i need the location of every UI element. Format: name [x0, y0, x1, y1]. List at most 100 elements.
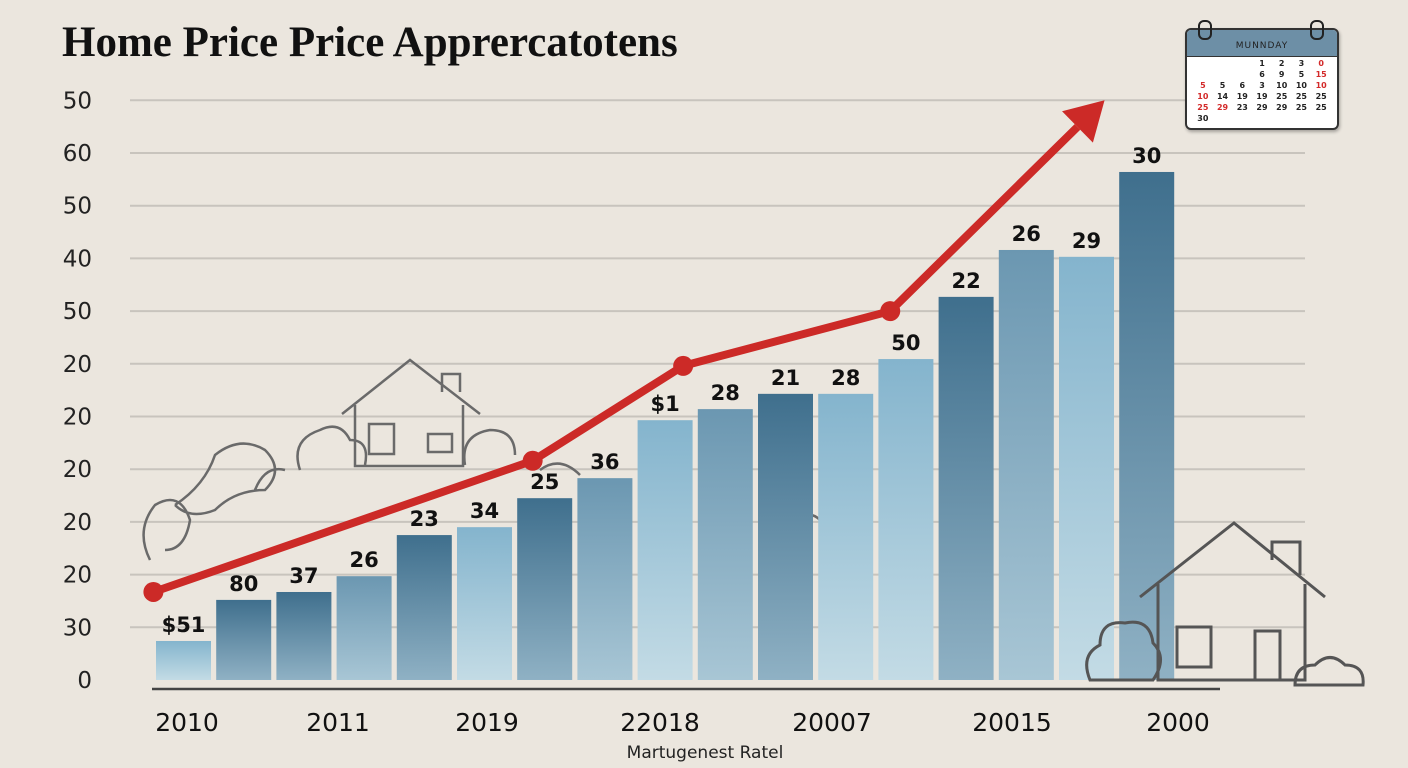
calendar-day: 19 — [1256, 92, 1268, 101]
y-tick-label: 20 — [63, 563, 92, 589]
y-tick-label: 20 — [63, 457, 92, 483]
bar — [156, 641, 211, 680]
calendar-day: 9 — [1278, 70, 1285, 79]
trend-point — [673, 355, 694, 376]
data-label: 26 — [1012, 222, 1041, 246]
calendar-day: 15 — [1315, 70, 1327, 79]
calendar-day: 1 — [1259, 59, 1265, 68]
calendar-day — [1232, 70, 1252, 79]
calendar-day: 19 — [1236, 92, 1248, 101]
data-label: 34 — [470, 499, 499, 523]
data-label: 80 — [229, 572, 258, 596]
data-label: 30 — [1132, 144, 1161, 168]
y-tick-label: 50 — [63, 88, 92, 114]
bar — [697, 409, 753, 680]
calendar-day: 30 — [1197, 114, 1209, 123]
calendar-day: 29 — [1276, 103, 1288, 112]
calendar-day — [1193, 59, 1213, 68]
trend-point — [880, 301, 901, 322]
trend-point — [143, 581, 164, 602]
calendar-day: 5 — [1219, 81, 1226, 90]
calendar-day: 25 — [1276, 92, 1288, 101]
calendar-day: 10 — [1315, 81, 1327, 90]
data-label: 50 — [891, 331, 920, 355]
calendar-day — [1213, 114, 1233, 123]
calendar-day: 3 — [1298, 59, 1305, 68]
x-axis-title: Martugenest Ratel — [627, 743, 784, 763]
calendar-day: 6 — [1239, 81, 1246, 90]
calendar-day: 3 — [1259, 81, 1265, 90]
calendar-icon: MUNNDAY 1 2 3 0 6 9 5 15 5 5 6 3 10 10 10 10 14 19 19 25 25 2… — [1185, 28, 1339, 130]
x-tick-label: 2019 — [455, 708, 519, 737]
x-tick-label: 2010 — [155, 708, 219, 737]
calendar-day: 10 — [1197, 92, 1209, 101]
y-tick-label: 30 — [63, 615, 92, 641]
x-tick-label: 2011 — [306, 708, 370, 737]
bar — [998, 249, 1054, 680]
data-label: 29 — [1072, 229, 1101, 253]
x-tick-label: 20015 — [972, 708, 1052, 737]
data-label: $1 — [650, 392, 679, 416]
calendar-day: 10 — [1276, 81, 1288, 90]
calendar-day: 5 — [1298, 70, 1305, 79]
calendar-day: 29 — [1216, 103, 1229, 112]
data-label: 25 — [530, 470, 559, 494]
data-label: 21 — [771, 366, 800, 390]
calendar-day: 23 — [1236, 103, 1248, 112]
bar — [1119, 171, 1175, 681]
y-tick-label: 20 — [63, 510, 92, 536]
bar — [637, 420, 693, 680]
bar — [938, 296, 994, 680]
data-label: 37 — [289, 564, 318, 588]
y-tick-label: 40 — [63, 246, 92, 272]
bar — [878, 359, 934, 680]
calendar-day: 0 — [1318, 59, 1324, 68]
chart-title: Home Price Price Apprercatotens — [62, 19, 678, 66]
y-tick-label: 50 — [63, 299, 92, 325]
calendar-day — [1193, 70, 1213, 79]
data-label: 28 — [711, 381, 740, 405]
calendar-day — [1232, 114, 1252, 123]
data-label: 26 — [349, 548, 378, 572]
bar — [1059, 256, 1114, 680]
data-label: 22 — [951, 269, 980, 293]
calendar-ring-icon — [1198, 20, 1212, 40]
bar — [396, 535, 452, 680]
y-tick-label: 50 — [63, 194, 92, 220]
house-icon — [1085, 521, 1365, 687]
bar — [517, 498, 573, 680]
data-label: $51 — [162, 613, 206, 637]
calendar-day: 25 — [1295, 103, 1307, 112]
calendar-day: 25 — [1295, 92, 1307, 101]
calendar-day: 5 — [1200, 81, 1206, 90]
data-label: 36 — [590, 450, 619, 474]
x-tick-label: 22018 — [620, 708, 700, 737]
bar — [577, 478, 633, 680]
calendar-day — [1232, 59, 1252, 68]
calendar-day: 25 — [1197, 103, 1209, 112]
x-tick-label: 20007 — [792, 708, 872, 737]
bar — [276, 591, 332, 680]
y-tick-label: 20 — [63, 405, 92, 431]
data-label: 28 — [831, 366, 860, 390]
data-label: 23 — [410, 507, 439, 531]
trend-arrowhead-icon — [1062, 100, 1105, 143]
calendar-day — [1213, 70, 1233, 79]
bar — [336, 576, 392, 680]
bar — [758, 393, 813, 680]
bar — [457, 527, 512, 680]
calendar-day: 2 — [1278, 59, 1285, 68]
calendar-ring-icon — [1310, 20, 1324, 40]
calendar-day: 29 — [1256, 103, 1268, 112]
bar — [216, 599, 272, 680]
calendar-day: 14 — [1216, 92, 1229, 101]
bar — [818, 393, 874, 680]
calendar-day: 25 — [1315, 103, 1327, 112]
calendar-day — [1213, 59, 1233, 68]
y-tick-label: 60 — [63, 141, 92, 167]
y-tick-label: 0 — [77, 668, 92, 694]
calendar-day: 6 — [1259, 70, 1265, 79]
x-tick-label: 2000 — [1146, 708, 1210, 737]
y-tick-label: 20 — [63, 352, 92, 378]
